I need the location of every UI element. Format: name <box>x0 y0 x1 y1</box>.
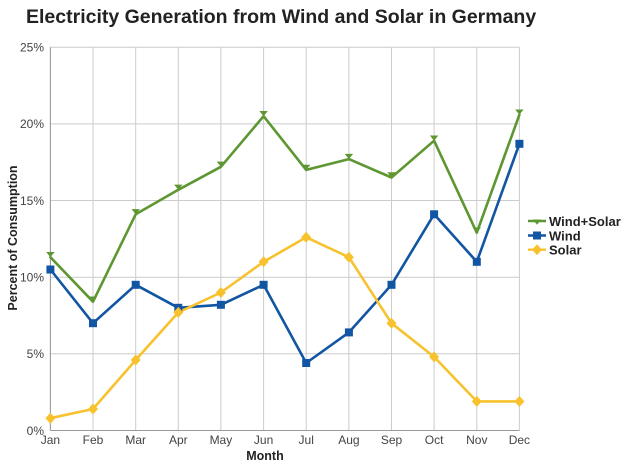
svg-text:10%: 10% <box>20 271 44 285</box>
svg-text:5%: 5% <box>27 347 45 361</box>
svg-text:Wind+Solar: Wind+Solar <box>549 214 621 229</box>
svg-text:Apr: Apr <box>169 433 188 447</box>
svg-text:Aug: Aug <box>338 433 359 447</box>
svg-text:Jun: Jun <box>254 433 273 447</box>
svg-text:Solar: Solar <box>549 243 582 258</box>
svg-text:May: May <box>210 433 233 447</box>
svg-text:20%: 20% <box>20 117 44 131</box>
svg-text:Mar: Mar <box>125 433 146 447</box>
svg-text:Sep: Sep <box>381 433 403 447</box>
svg-text:Jul: Jul <box>299 433 314 447</box>
svg-text:Dec: Dec <box>509 433 530 447</box>
svg-text:Oct: Oct <box>425 433 444 447</box>
svg-text:Jan: Jan <box>41 433 60 447</box>
svg-text:Wind: Wind <box>549 229 581 244</box>
svg-text:15%: 15% <box>20 194 44 208</box>
svg-text:Nov: Nov <box>466 433 487 447</box>
svg-text:Feb: Feb <box>83 433 104 447</box>
svg-text:25%: 25% <box>20 41 44 55</box>
